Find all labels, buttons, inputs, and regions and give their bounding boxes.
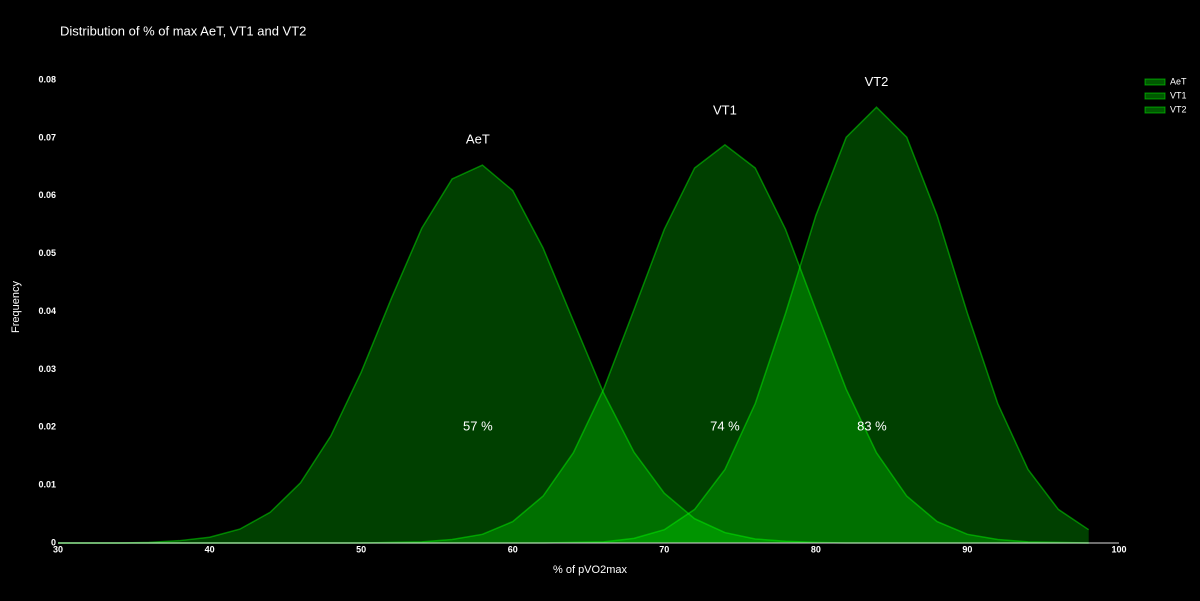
annotation: VT2 (865, 74, 889, 89)
x-tick-label: 60 (508, 544, 518, 554)
x-axis-title: % of pVO2max (553, 564, 627, 576)
x-tick-label: 70 (659, 544, 669, 554)
y-tick-label: 0.03 (38, 364, 56, 374)
area-fill (58, 144, 1089, 543)
x-tick-label: 90 (962, 544, 972, 554)
y-tick-label: 0.02 (38, 422, 56, 432)
x-tick-label: 100 (1111, 544, 1126, 554)
legend-swatch (1144, 92, 1166, 100)
y-tick-label: 0.05 (38, 248, 56, 258)
annotation: AeT (466, 132, 490, 147)
y-tick-label: 0.08 (38, 74, 56, 84)
annotation: 74 % (710, 419, 740, 434)
y-axis-title: Frequency (10, 281, 22, 333)
y-tick-label: 0.07 (38, 132, 56, 142)
legend-swatch (1144, 78, 1166, 86)
x-tick-label: 30 (53, 544, 63, 554)
y-tick-label: 0.01 (38, 480, 56, 490)
legend-label: AeT (1170, 76, 1187, 86)
annotation: 83 % (857, 419, 887, 434)
area-fill (58, 107, 1089, 544)
chart-title: Distribution of % of max AeT, VT1 and VT… (60, 23, 306, 38)
x-tick-label: 80 (811, 544, 821, 554)
y-tick-label: 0.06 (38, 190, 56, 200)
x-tick-label: 40 (205, 544, 215, 554)
annotation: 57 % (463, 419, 493, 434)
x-tick-label: 50 (356, 544, 366, 554)
y-tick-label: 0 (51, 537, 56, 547)
legend-swatch (1144, 106, 1166, 114)
y-tick-label: 0.04 (38, 306, 56, 316)
legend-label: VT2 (1170, 104, 1187, 114)
legend-label: VT1 (1170, 90, 1187, 100)
annotation: VT1 (713, 103, 737, 118)
area-fill (58, 165, 1089, 544)
